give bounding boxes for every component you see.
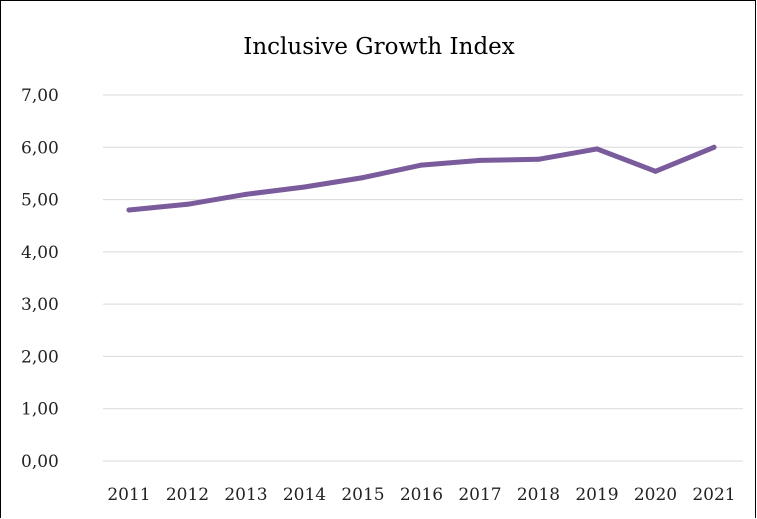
x-tick-label: 2014: [283, 485, 326, 505]
data-point: [594, 146, 600, 152]
data-point: [126, 207, 132, 213]
data-point: [185, 201, 190, 207]
series-line: [126, 144, 717, 213]
y-tick-label: 4,00: [21, 243, 59, 263]
chart-title: Inclusive Growth Index: [243, 34, 515, 60]
x-tick-label: 2020: [634, 485, 677, 505]
x-tick-label: 2011: [107, 485, 150, 505]
y-tick-label: 6,00: [21, 138, 59, 158]
data-point: [302, 184, 307, 190]
x-tick-label: 2015: [341, 485, 384, 505]
x-tick-label: 2013: [224, 485, 267, 505]
y-tick-label: 1,00: [21, 400, 59, 420]
data-point: [711, 144, 717, 150]
data-point: [477, 157, 483, 163]
data-point: [419, 162, 424, 168]
x-tick-label: 2012: [166, 485, 209, 505]
y-tick-label: 2,00: [21, 347, 59, 367]
y-tick-label: 3,00: [21, 295, 59, 315]
x-tick-label: 2017: [458, 485, 501, 505]
x-tick-label: 2016: [400, 485, 443, 505]
x-tick-label: 2019: [575, 485, 618, 505]
y-tick-label: 0,00: [21, 452, 59, 472]
x-tick-label: 2018: [517, 485, 560, 505]
data-point: [536, 156, 541, 162]
data-point: [243, 191, 249, 197]
data-point: [360, 175, 366, 181]
x-tick-label: 2021: [692, 485, 735, 505]
y-tick-label: 5,00: [21, 191, 59, 211]
y-tick-label: 7,00: [21, 86, 59, 106]
data-point: [653, 168, 658, 174]
